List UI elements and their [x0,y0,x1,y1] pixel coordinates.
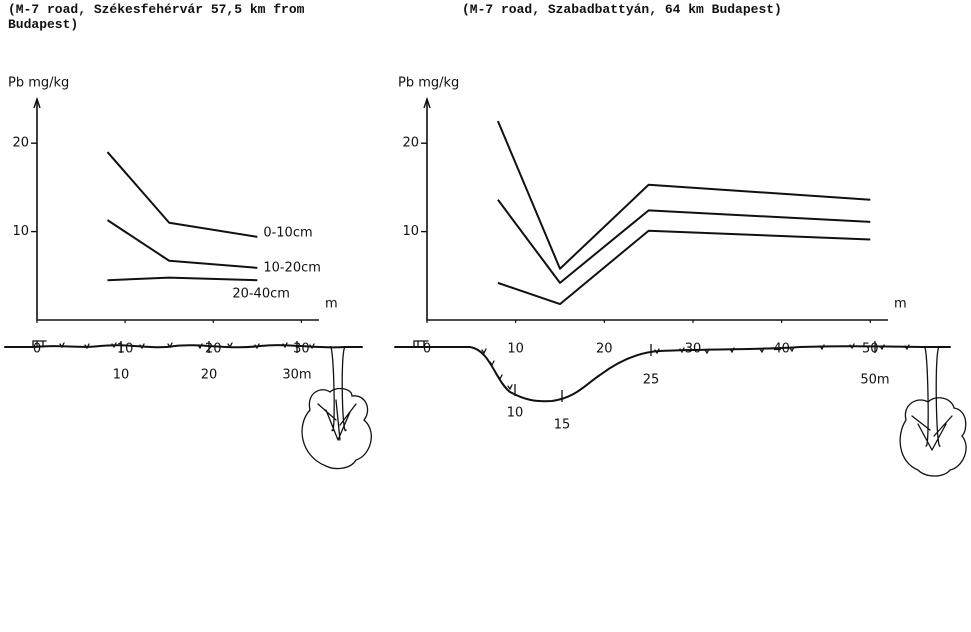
x-tick-label: 30 [685,342,702,357]
y-tick-label: 20 [402,136,419,151]
profile-label: 25 [643,373,660,388]
axis-arrow [423,96,431,109]
profile-label: 15 [554,418,571,433]
grass [481,343,910,391]
series-label: 10-20cm [263,260,321,275]
x-tick-label: 0 [423,342,431,357]
x-axis-label: m [894,297,907,312]
series-label: 20-40cm [232,287,290,302]
y-tick-label: 10 [402,224,419,239]
series-label: 0-10cm [263,225,312,240]
x-axis-label: m [325,297,338,312]
y-tick-label: 20 [12,136,29,151]
axis-arrow [33,96,41,109]
x-tick-label: 10 [507,342,524,357]
tree-crown [301,387,372,470]
x-tick-label: 20 [596,342,613,357]
ground-profile [4,344,363,349]
x-tick-label: 50 [862,342,879,357]
ground-symbol [413,340,429,348]
profile-label: 20 [201,368,218,383]
profile-label: 50m [860,373,889,388]
y-axis-label: Pb mg/kg [8,76,69,91]
profile-label: 30m [282,368,311,383]
x-tick-label: 20 [205,342,222,357]
profile-label: 10 [113,368,130,383]
x-tick-label: 10 [117,342,134,357]
data-line [107,276,258,282]
x-tick-label: 0 [33,342,41,357]
ground-profile [394,345,951,403]
profile-label: 10 [507,406,524,421]
data-line [497,229,871,306]
y-tick-label: 10 [12,224,29,239]
data-line [106,151,258,238]
data-line [497,120,871,270]
chart-title: (M-7 road, Székesfehérvár 57,5 km from B… [8,2,305,32]
y-axis-label: Pb mg/kg [398,76,459,91]
x-tick-label: 30 [293,342,310,357]
grass [59,342,315,350]
data-line [497,199,871,284]
tree-trunk [911,346,953,451]
chart-title: (M-7 road, Szabadbattyán, 64 km Budapest… [462,2,782,17]
x-tick-label: 40 [773,342,790,357]
ground-symbol [32,340,47,348]
tree-trunk [317,346,357,441]
tree-crown [899,397,967,477]
axis [426,99,888,321]
data-line [106,219,258,269]
